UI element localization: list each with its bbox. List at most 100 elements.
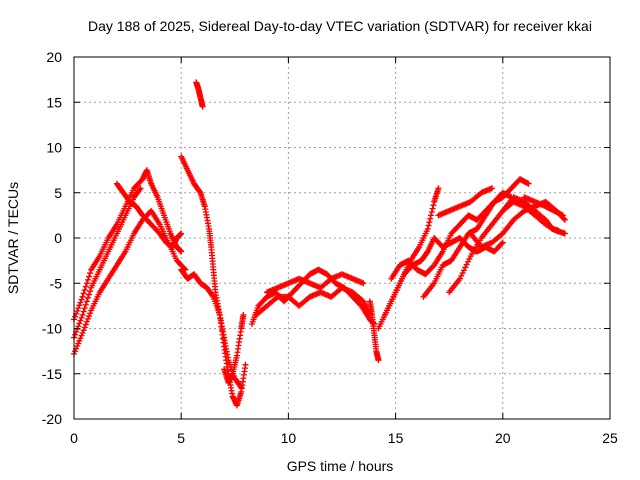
data-point-marker <box>463 261 470 268</box>
data-point-marker <box>137 185 144 192</box>
data-point-marker <box>82 301 89 308</box>
data-point-marker <box>209 292 216 299</box>
y-tick-label: -15 <box>42 366 62 382</box>
data-point-marker <box>79 330 86 337</box>
data-point-marker <box>196 188 203 195</box>
x-tick-label: 15 <box>388 430 404 446</box>
data-point-marker <box>82 283 89 290</box>
data-point-marker <box>425 222 432 229</box>
data-point-marker <box>427 212 434 219</box>
data-point-marker <box>75 305 82 312</box>
y-tick-label: 15 <box>46 94 62 110</box>
x-tick-label: 25 <box>602 430 618 446</box>
data-point-marker <box>460 267 467 274</box>
y-tick-label: -5 <box>50 275 63 291</box>
data-point-marker <box>86 273 93 280</box>
data-point-marker <box>79 311 86 318</box>
y-tick-label: 20 <box>46 49 62 65</box>
x-tick-label: 20 <box>495 430 511 446</box>
series-arc-4 <box>113 180 185 251</box>
data-point-marker <box>81 305 88 312</box>
series-arc-18 <box>446 198 568 296</box>
y-axis-title: SDTVAR / TECUs <box>5 182 21 294</box>
data-point-marker <box>80 290 87 297</box>
data-point-marker <box>178 248 185 255</box>
data-point-marker <box>79 293 86 300</box>
y-tick-label: -10 <box>42 321 62 337</box>
series-arc-1 <box>71 207 189 357</box>
data-point-marker <box>427 215 434 222</box>
data-point-marker <box>72 331 79 338</box>
series-arc-2 <box>71 185 144 341</box>
y-tick-label: 10 <box>46 140 62 156</box>
data-point-marker <box>559 212 566 219</box>
data-marks <box>71 79 568 409</box>
data-point-marker <box>498 240 505 247</box>
data-point-marker <box>498 231 505 238</box>
data-point-marker <box>561 216 568 223</box>
y-tick-label: -20 <box>42 411 62 427</box>
data-point-marker <box>426 219 433 226</box>
data-point-marker <box>87 310 94 317</box>
series-arc-21 <box>521 194 566 219</box>
series-arc-14 <box>381 185 442 318</box>
series-arc-20 <box>499 194 562 234</box>
series-arc-6 <box>178 153 245 391</box>
series-arc-12 <box>366 298 382 364</box>
data-point-marker <box>242 361 249 368</box>
data-point-marker <box>459 270 466 277</box>
data-point-marker <box>375 357 382 364</box>
data-point-marker <box>83 318 90 325</box>
data-point-marker <box>86 291 93 298</box>
y-tick-label: 0 <box>54 230 62 246</box>
data-point-marker <box>83 280 90 287</box>
data-point-marker <box>74 307 81 314</box>
axis-ticks: 0 5 10 15 20 25 -20 -15 -10 -5 0 5 10 15 20 <box>42 49 618 446</box>
data-point-marker <box>84 315 91 322</box>
data-point-marker <box>499 239 506 246</box>
data-point-marker <box>429 205 436 212</box>
data-point-marker <box>525 180 532 187</box>
data-point-marker <box>462 264 469 271</box>
data-point-marker <box>81 324 88 331</box>
data-point-marker <box>466 255 473 262</box>
data-point-marker <box>273 294 280 301</box>
series-arc-8 <box>221 311 247 386</box>
series-arc-7 <box>178 266 249 409</box>
series-arc-10 <box>253 284 373 318</box>
chart-title: Day 188 of 2025, Sidereal Day-to-day VTE… <box>88 18 592 34</box>
data-point-marker <box>458 272 465 279</box>
data-point-marker <box>428 208 435 215</box>
data-point-marker <box>178 230 185 237</box>
data-point-marker <box>78 314 85 321</box>
data-point-marker <box>76 320 83 327</box>
data-point-marker <box>84 294 91 301</box>
data-point-marker <box>80 327 87 334</box>
data-point-marker <box>199 103 206 110</box>
data-point-marker <box>360 280 367 287</box>
data-point-marker <box>74 326 81 333</box>
data-point-marker <box>77 317 84 324</box>
data-point-marker <box>555 227 562 234</box>
data-point-marker <box>83 298 90 305</box>
data-point-marker <box>561 230 568 237</box>
data-point-marker <box>81 287 88 294</box>
data-point-marker <box>84 276 91 283</box>
grid-lines <box>74 57 610 419</box>
data-point-marker <box>456 275 463 282</box>
data-point-marker <box>430 202 437 209</box>
data-point-marker <box>80 308 87 315</box>
series-arc-11 <box>263 271 367 296</box>
data-point-marker <box>240 311 247 318</box>
data-point-marker <box>77 299 84 306</box>
data-point-marker <box>76 302 83 309</box>
data-point-marker <box>560 215 567 222</box>
series-arc-5 <box>193 79 206 110</box>
data-point-marker <box>86 313 93 320</box>
series-arc-17 <box>435 185 496 219</box>
x-axis-title: GPS time / hours <box>287 458 394 474</box>
data-point-marker <box>435 185 442 192</box>
x-tick-label: 5 <box>177 430 185 446</box>
x-tick-label: 10 <box>281 430 297 446</box>
